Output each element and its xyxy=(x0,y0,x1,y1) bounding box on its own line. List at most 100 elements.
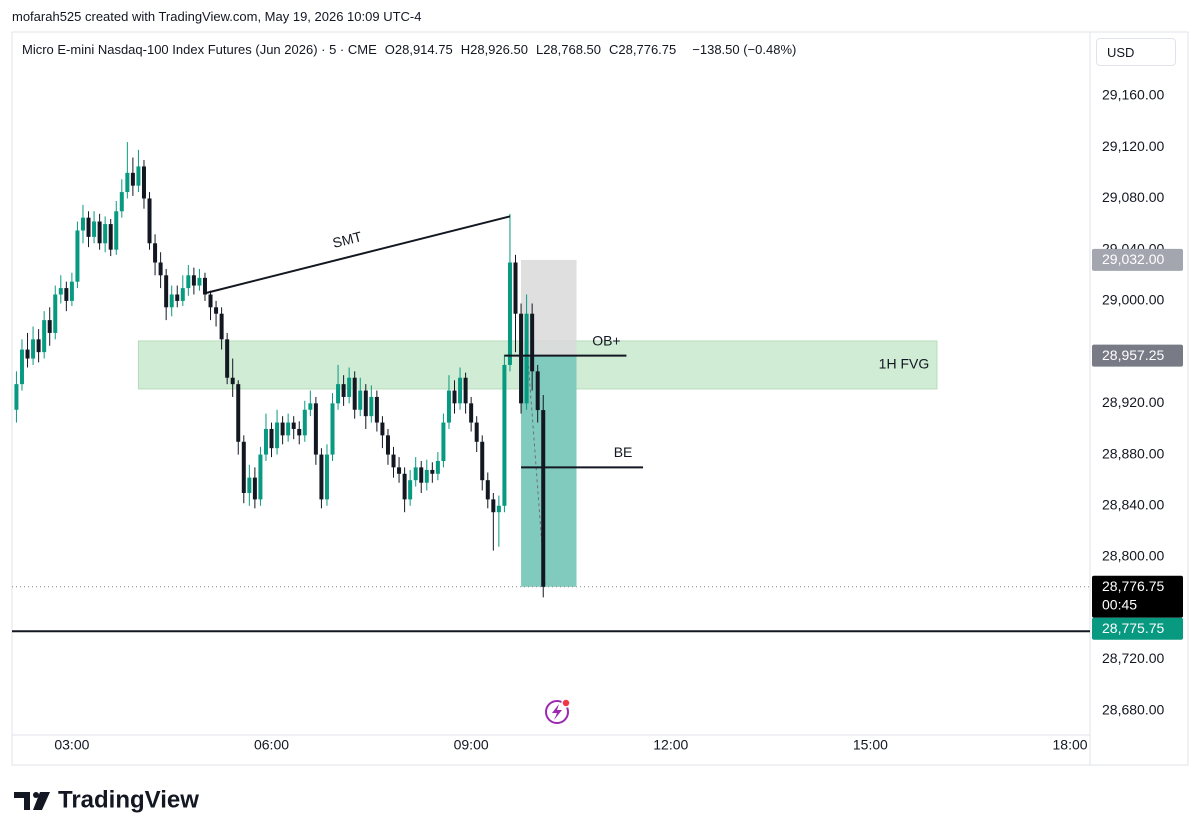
candle xyxy=(64,281,69,312)
candle xyxy=(42,311,47,359)
candle xyxy=(330,393,335,461)
candle-body xyxy=(64,288,69,301)
candle xyxy=(147,192,152,250)
candle xyxy=(313,396,318,465)
y-tick-label: 29,080.00 xyxy=(1102,189,1164,205)
candle xyxy=(391,446,396,478)
candle-body xyxy=(297,428,302,436)
price-label: 28,957.25 xyxy=(1102,347,1164,363)
candle-body xyxy=(419,467,424,483)
candle-body xyxy=(214,307,219,314)
candle-body xyxy=(496,505,501,513)
candle-body xyxy=(53,294,58,333)
x-tick-label: 03:00 xyxy=(54,737,89,753)
candle-body xyxy=(241,441,246,493)
currency-button[interactable]: USD xyxy=(1096,38,1176,66)
candle-body xyxy=(25,349,30,359)
candle-body xyxy=(31,339,36,359)
candle xyxy=(319,448,324,509)
candle-body xyxy=(541,410,546,587)
candle-body xyxy=(258,454,263,500)
candle-body xyxy=(147,198,152,244)
alert-icon[interactable] xyxy=(545,698,571,724)
ohlc-value: 28,926.50 xyxy=(470,42,528,57)
candle-body xyxy=(108,224,113,250)
candle-body xyxy=(397,467,402,474)
candle xyxy=(519,303,524,414)
candle xyxy=(153,234,158,276)
y-tick-label: 28,720.00 xyxy=(1102,650,1164,666)
candle-body xyxy=(119,192,124,212)
ohlc-key: L xyxy=(535,42,544,57)
candle xyxy=(419,460,424,493)
x-tick-label: 09:00 xyxy=(454,737,489,753)
candle xyxy=(474,416,479,453)
change: −138.50 (−0.48%) xyxy=(692,42,797,57)
y-tick-label: 28,680.00 xyxy=(1102,701,1164,717)
x-tick-label: 18:00 xyxy=(1053,737,1088,753)
candle xyxy=(485,472,490,509)
candle-body xyxy=(19,349,24,385)
candle-body xyxy=(47,320,52,333)
candle xyxy=(286,413,291,442)
y-tick-label: 28,880.00 xyxy=(1102,445,1164,461)
candle xyxy=(169,285,174,317)
candle xyxy=(69,272,74,307)
candle xyxy=(524,294,529,410)
candle xyxy=(114,201,119,255)
candle-body xyxy=(291,422,296,429)
ohlc-key: H xyxy=(460,42,471,57)
candle xyxy=(97,213,102,250)
candle-body xyxy=(491,499,496,513)
candle-body xyxy=(519,313,524,404)
candle xyxy=(513,254,518,353)
candle-body xyxy=(280,422,285,436)
candle xyxy=(385,428,390,465)
candle-body xyxy=(225,339,230,378)
candle xyxy=(363,384,368,429)
brand-logo-mark xyxy=(14,792,50,810)
candle-body xyxy=(125,172,130,193)
candle-body xyxy=(80,217,85,231)
candle xyxy=(86,211,91,248)
x-tick-label: 15:00 xyxy=(853,737,888,753)
candle xyxy=(219,307,224,350)
candle xyxy=(214,300,219,327)
stop-zone xyxy=(521,259,577,356)
candle xyxy=(158,252,163,289)
candle-body xyxy=(36,339,41,353)
candle-body xyxy=(269,428,274,449)
candle-body xyxy=(469,403,474,423)
y-tick-label: 29,000.00 xyxy=(1102,292,1164,308)
candle-body xyxy=(14,384,19,410)
candle-body xyxy=(308,403,313,410)
candle xyxy=(302,400,307,442)
price-label: 29,032.00 xyxy=(1102,251,1164,267)
candle xyxy=(58,275,63,304)
candle-body xyxy=(252,477,257,500)
candle xyxy=(458,367,463,410)
fvg-label: 1H FVG xyxy=(879,356,930,372)
target-zone xyxy=(521,355,577,587)
candle xyxy=(297,421,302,445)
candle-body xyxy=(208,294,213,308)
candle-body xyxy=(402,473,407,500)
smt-label: SMT xyxy=(331,228,364,251)
candle-body xyxy=(480,441,485,481)
candle xyxy=(19,339,24,391)
candle-body xyxy=(141,166,146,199)
price-label: 28,776.75 xyxy=(1102,578,1164,594)
candle-body xyxy=(86,217,91,237)
candle-body xyxy=(275,422,280,449)
candle xyxy=(430,462,435,483)
ohlc-key: O xyxy=(384,42,395,57)
ohlc-value: 28,914.75 xyxy=(394,42,453,57)
candle-body xyxy=(319,454,324,500)
candle-body xyxy=(352,377,357,410)
candle xyxy=(380,416,385,449)
candle-body xyxy=(336,384,341,404)
ohlc-fields: O28,914.75 H28,926.50 L28,768.50 C28,776.75 xyxy=(385,42,685,57)
candle xyxy=(530,303,535,391)
attribution: mofarah525 created with TradingView.com,… xyxy=(12,9,422,24)
candle xyxy=(341,375,346,406)
